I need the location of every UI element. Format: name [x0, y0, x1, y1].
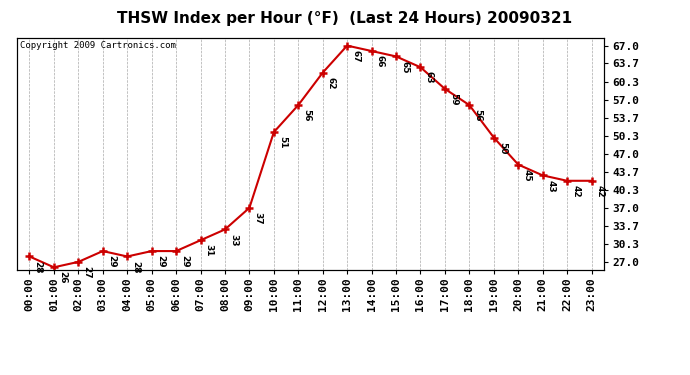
Text: Copyright 2009 Cartronics.com: Copyright 2009 Cartronics.com [20, 41, 176, 50]
Text: 26: 26 [58, 272, 67, 284]
Text: 62: 62 [327, 77, 336, 89]
Text: 29: 29 [107, 255, 116, 268]
Text: 67: 67 [351, 50, 360, 62]
Text: THSW Index per Hour (°F)  (Last 24 Hours) 20090321: THSW Index per Hour (°F) (Last 24 Hours)… [117, 11, 573, 26]
Text: 50: 50 [498, 142, 507, 154]
Text: 29: 29 [156, 255, 165, 268]
Text: 37: 37 [253, 212, 263, 225]
Text: 28: 28 [131, 261, 140, 273]
Text: 59: 59 [449, 93, 458, 106]
Text: 31: 31 [205, 244, 214, 257]
Text: 65: 65 [400, 61, 409, 73]
Text: 51: 51 [278, 136, 287, 149]
Text: 66: 66 [376, 55, 385, 68]
Text: 33: 33 [229, 234, 238, 246]
Text: 29: 29 [180, 255, 189, 268]
Text: 63: 63 [424, 71, 433, 84]
Text: 28: 28 [34, 261, 43, 273]
Text: 43: 43 [546, 180, 556, 192]
Text: 56: 56 [302, 109, 311, 122]
Text: 42: 42 [595, 185, 604, 198]
Text: 45: 45 [522, 169, 531, 182]
Text: 56: 56 [473, 109, 482, 122]
Text: 27: 27 [83, 266, 92, 279]
Text: 42: 42 [571, 185, 580, 198]
